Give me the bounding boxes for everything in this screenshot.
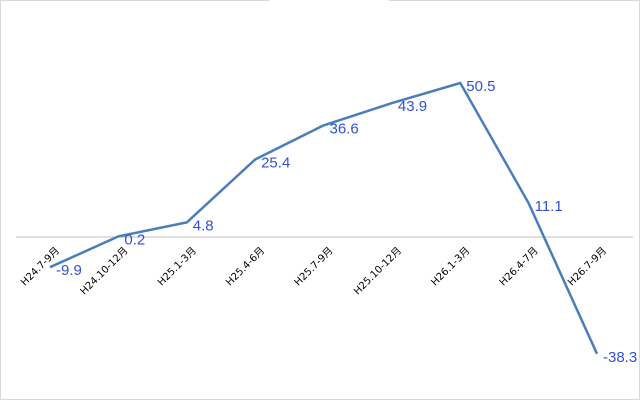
data-label: -38.3 xyxy=(603,349,637,366)
data-label: 25.4 xyxy=(261,155,290,172)
x-tick-label: H26.7-9月 xyxy=(565,245,609,289)
x-tick-label: H25.10-12月 xyxy=(351,245,404,298)
x-tick-labels: H24.7-9月 H24.10-12月 H25.1-3月 H25.4-6月 H25.7-… xyxy=(18,245,609,298)
x-tick-label: H26.1-3月 xyxy=(429,245,473,289)
data-label: 50.5 xyxy=(466,78,495,95)
data-label: 0.2 xyxy=(124,231,145,248)
data-label: 36.6 xyxy=(330,120,359,137)
series-line xyxy=(49,81,599,355)
data-label: 4.8 xyxy=(193,217,214,234)
data-labels: -9.9 0.2 4.8 25.4 36.6 43.9 50.5 11.1 -38.3 xyxy=(56,78,637,366)
chart-top-tab xyxy=(269,0,389,2)
x-tick-label: H25.1-3月 xyxy=(155,245,199,289)
x-tick-label: H25.7-9月 xyxy=(292,245,336,289)
x-tick-label: H24.10-12月 xyxy=(78,245,131,298)
data-label: 11.1 xyxy=(535,198,563,215)
data-label: 43.9 xyxy=(398,98,427,115)
data-label: -9.9 xyxy=(56,262,82,279)
x-tick-label: H25.4-6月 xyxy=(224,245,268,289)
x-tick-label: H26.4-7月 xyxy=(497,245,541,289)
